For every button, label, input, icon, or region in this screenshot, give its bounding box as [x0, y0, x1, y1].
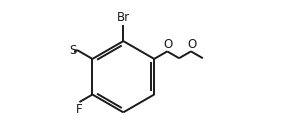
Text: S: S: [69, 44, 76, 56]
Text: O: O: [187, 38, 196, 51]
Text: Br: Br: [117, 11, 130, 24]
Text: O: O: [163, 38, 172, 51]
Text: F: F: [76, 103, 83, 116]
